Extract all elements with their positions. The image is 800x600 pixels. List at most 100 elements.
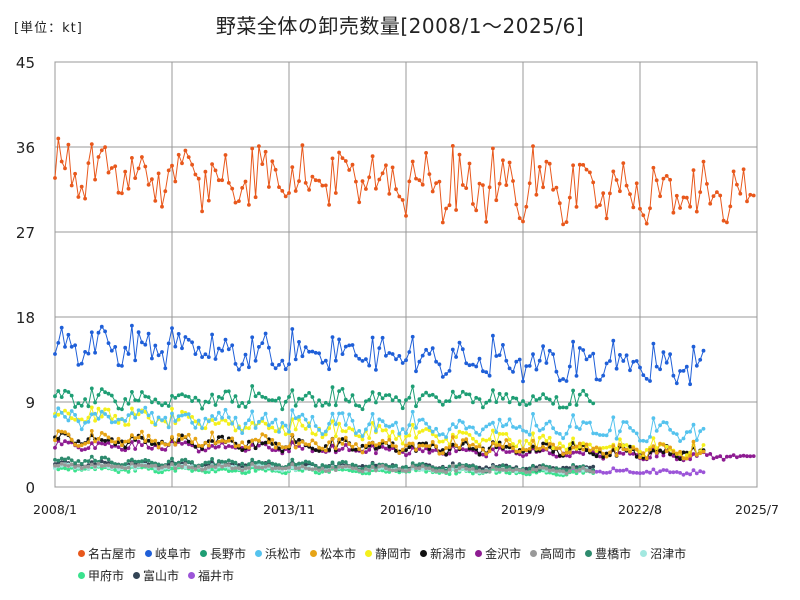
data-point — [293, 189, 298, 193]
series-松本市 — [53, 429, 706, 461]
data-point — [156, 462, 161, 467]
data-point — [89, 330, 94, 335]
data-point — [507, 450, 512, 454]
data-point — [86, 464, 91, 469]
data-point — [581, 388, 586, 393]
data-point — [323, 429, 328, 434]
data-point — [140, 155, 144, 159]
data-point — [83, 397, 87, 401]
data-point — [103, 145, 107, 150]
legend-marker-icon — [188, 571, 196, 579]
data-point — [79, 417, 84, 422]
data-point — [99, 387, 104, 391]
data-point — [410, 409, 415, 414]
data-point — [494, 443, 499, 448]
data-point — [481, 437, 485, 442]
data-point — [263, 411, 268, 416]
data-point — [577, 467, 582, 472]
data-point — [437, 451, 442, 456]
data-point — [467, 425, 472, 429]
data-point — [447, 467, 452, 472]
data-point — [598, 203, 602, 208]
data-point — [491, 465, 495, 469]
data-point — [257, 391, 261, 396]
data-point — [180, 458, 184, 462]
data-point — [594, 469, 599, 474]
data-point — [370, 390, 375, 395]
data-point — [504, 358, 509, 363]
legend-item: 岐阜市 — [145, 545, 191, 562]
data-point — [153, 422, 158, 427]
data-point — [140, 435, 144, 440]
data-point — [143, 439, 148, 443]
data-point — [547, 468, 552, 473]
data-point — [337, 437, 341, 442]
data-point — [701, 426, 706, 431]
data-point — [160, 447, 164, 452]
data-point — [454, 208, 458, 212]
data-point — [183, 465, 188, 470]
data-point — [223, 439, 228, 444]
data-point — [170, 462, 174, 466]
data-point — [427, 447, 432, 451]
data-point — [501, 424, 505, 429]
data-point — [59, 456, 64, 461]
data-point — [377, 445, 382, 449]
data-point — [163, 366, 168, 371]
data-point — [694, 438, 699, 442]
data-point — [116, 190, 121, 195]
data-point — [354, 431, 358, 436]
data-point — [99, 466, 104, 471]
data-point — [604, 454, 609, 459]
data-point — [471, 471, 475, 476]
data-point — [180, 433, 184, 438]
data-point — [267, 463, 271, 468]
data-point — [424, 151, 428, 155]
data-point — [106, 435, 111, 440]
data-point — [103, 412, 107, 416]
data-point — [651, 444, 656, 449]
data-point — [86, 459, 91, 464]
data-point — [240, 362, 245, 367]
data-point — [196, 468, 201, 473]
data-point — [180, 413, 184, 418]
legend: 名古屋市 岐阜市 長野市 浜松市 松本市 静岡市 新潟市 金沢市 高岡市 豊橋市 沼津市 甲府市 富山市… — [78, 542, 758, 586]
x-tick-label: 2022/8 — [618, 502, 662, 517]
data-point — [457, 340, 462, 345]
data-point — [340, 467, 345, 472]
y-tick-label: 27 — [16, 224, 35, 242]
data-point — [567, 469, 572, 473]
data-point — [504, 468, 509, 473]
data-point — [374, 451, 378, 456]
data-point — [216, 467, 221, 472]
data-point — [474, 445, 479, 449]
data-point — [89, 454, 94, 459]
data-point — [86, 161, 91, 166]
legend-item: 長野市 — [200, 545, 246, 562]
data-point — [73, 405, 77, 409]
data-point — [196, 443, 201, 448]
data-point — [240, 401, 245, 405]
data-point — [574, 205, 579, 209]
data-point — [367, 436, 372, 440]
data-point — [250, 443, 255, 447]
data-point — [153, 466, 158, 471]
data-point — [708, 452, 713, 456]
data-point — [517, 402, 522, 407]
data-point — [150, 464, 154, 468]
data-point — [708, 201, 713, 206]
data-point — [146, 331, 151, 336]
data-point — [407, 350, 412, 354]
data-point — [130, 406, 134, 411]
data-point — [160, 465, 164, 470]
data-point — [541, 465, 545, 470]
data-point — [554, 472, 559, 477]
data-point — [471, 362, 475, 367]
data-point — [661, 176, 666, 181]
data-point — [651, 448, 656, 453]
data-point — [501, 343, 505, 347]
data-point — [133, 176, 138, 181]
data-point — [658, 423, 662, 428]
data-point — [156, 445, 161, 450]
